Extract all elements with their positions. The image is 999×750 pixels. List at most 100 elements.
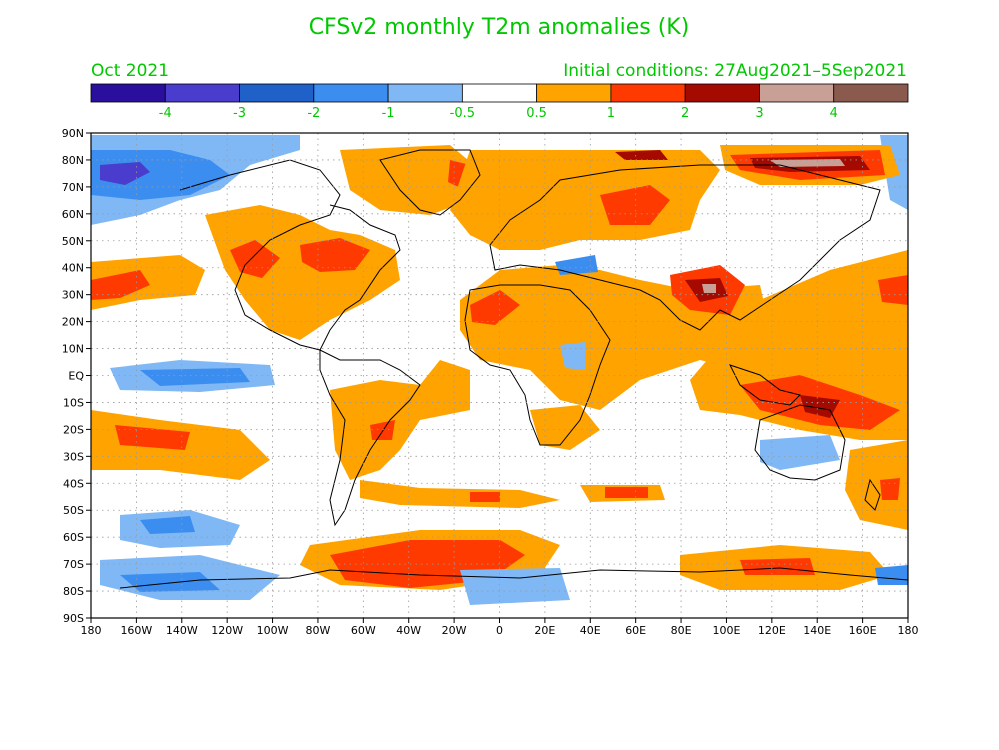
figure-title: CFSv2 monthly T2m anomalies (K) — [309, 15, 690, 40]
anomaly-pos-siberia-strong — [600, 185, 670, 225]
anomaly-pos-s-ocean-40s-strong — [470, 487, 648, 502]
latitude-labels: 90N 80N 70N 60N 50N 40N 30N 20N 10N EQ 10S 20S 30S 40… — [62, 127, 91, 625]
anomaly-neg-indian-antarctic — [460, 568, 570, 605]
colorbar-swatch — [90, 83, 166, 103]
colorbar — [90, 83, 909, 103]
lat-label: 10S — [63, 396, 84, 409]
colorbar-label: 0.5 — [526, 106, 547, 121]
colorbar-swatch — [536, 83, 612, 103]
colorbar-label: -1 — [382, 106, 395, 121]
lat-label: 70S — [63, 558, 84, 571]
anomaly-pos-tibet-peak — [702, 284, 716, 293]
anomaly-neg-east-africa — [560, 342, 585, 370]
lat-label: 50N — [62, 235, 84, 248]
lat-label: EQ — [68, 370, 84, 383]
lat-label: 80S — [63, 585, 84, 598]
anomaly-pos-kara-sea — [615, 150, 668, 160]
anomaly-neg-ross-sea-strong — [120, 572, 220, 592]
anomaly-pos-southern-africa — [530, 405, 600, 450]
colorbar-label: 1 — [607, 106, 615, 121]
lon-label: 60W — [351, 624, 376, 637]
lat-label: 70N — [62, 181, 84, 194]
anomaly-neg-far-se — [875, 565, 908, 585]
lon-label: 60E — [625, 624, 646, 637]
longitude-labels: 180 160W 140W 120W 100W 80W 60W 40W 20W 0 20E 40E 60… — [81, 618, 919, 637]
colorbar-label: 3 — [755, 106, 763, 121]
lon-label: 120E — [758, 624, 786, 637]
colorbar-label: -3 — [233, 106, 246, 121]
lon-label: 20E — [534, 624, 555, 637]
lon-label: 140E — [803, 624, 831, 637]
anomaly-pos-na-strong — [230, 238, 370, 278]
lat-label: 60N — [62, 208, 84, 221]
lat-label: 50S — [63, 504, 84, 517]
colorbar-label: -0.5 — [450, 106, 475, 121]
map-gridlines — [91, 133, 908, 618]
colorbar-swatch — [610, 83, 686, 103]
lon-label: 160E — [849, 624, 877, 637]
anomaly-neg-arctic-strong — [91, 150, 230, 200]
anomaly-pos-greenland — [340, 145, 480, 215]
colorbar-label: -2 — [307, 106, 320, 121]
colorbar-swatch — [387, 83, 463, 103]
anomaly-pos-eurasia-north — [450, 150, 720, 250]
lat-label: 40S — [63, 477, 84, 490]
lat-label: 60S — [63, 531, 84, 544]
lon-label: 140W — [166, 624, 198, 637]
anomaly-neg-black-sea — [555, 255, 598, 275]
anomaly-pos-maritime-core — [800, 395, 840, 418]
lat-label: 30S — [63, 450, 84, 463]
valid-month-label: Oct 2021 — [91, 61, 169, 81]
anomaly-pos-south-america-strong — [370, 420, 395, 440]
colorbar-labels: -4 -3 -2 -1 -0.5 0.5 1 2 3 4 — [159, 106, 838, 121]
anomaly-pos-north-africa-strong — [470, 290, 520, 325]
lat-label: 90S — [63, 612, 84, 625]
lat-label: 10N — [62, 343, 84, 356]
anomaly-neg-s-pacific-55s-strong — [140, 516, 195, 534]
initial-conditions-label: Initial conditions: 27Aug2021–5Sep2021 — [563, 61, 907, 81]
lon-label: 80E — [671, 624, 692, 637]
anomaly-neg-australia — [760, 435, 840, 470]
lon-label: 40W — [396, 624, 421, 637]
lon-label: 100E — [712, 624, 740, 637]
anomaly-neg-equatorial-pacific-strong — [140, 368, 250, 386]
anomaly-pos-tasman — [845, 440, 908, 530]
anomaly-pos-east-antarctica-strong — [740, 558, 815, 575]
anomaly-pos-east-siberia-peak — [770, 159, 845, 167]
anomaly-pos-south-pacific-strong — [115, 425, 190, 450]
colorbar-swatch — [759, 83, 835, 103]
lon-label: 120W — [211, 624, 243, 637]
lat-label: 40N — [62, 262, 84, 275]
colorbar-label: 2 — [681, 106, 689, 121]
lon-label: 40E — [580, 624, 601, 637]
lat-label: 20S — [63, 423, 84, 436]
lat-label: 90N — [62, 127, 84, 140]
anomaly-pos-far-east-pacific — [878, 275, 908, 305]
lat-label: 80N — [62, 154, 84, 167]
lon-label: 0 — [496, 624, 503, 637]
anomaly-pos-south-america — [330, 360, 470, 480]
coastlines — [119, 149, 908, 589]
colorbar-swatch — [684, 83, 760, 103]
colorbar-swatch — [313, 83, 389, 103]
lon-label: 80W — [306, 624, 331, 637]
colorbar-label: 4 — [830, 106, 838, 121]
anomaly-pos-ne-pacific-strong — [91, 270, 150, 300]
colorbar-swatch — [164, 83, 240, 103]
lat-label: 20N — [62, 316, 84, 329]
anomaly-pos-s-ocean-40s — [360, 480, 665, 508]
lon-label: 160W — [120, 624, 152, 637]
colorbar-swatch — [239, 83, 315, 103]
lat-label: 30N — [62, 289, 84, 302]
anomaly-pos-nw-pacific — [690, 250, 908, 440]
colorbar-label: -4 — [159, 106, 172, 121]
anomaly-pos-tasman-strong — [880, 478, 900, 500]
anomaly-neg-arctic-core — [100, 162, 150, 185]
lon-label: 180 — [898, 624, 919, 637]
lon-label: 20W — [442, 624, 467, 637]
colorbar-swatch — [833, 83, 909, 103]
colorbar-swatch — [461, 83, 538, 103]
lon-label: 100W — [257, 624, 289, 637]
lon-label: 180 — [81, 624, 102, 637]
